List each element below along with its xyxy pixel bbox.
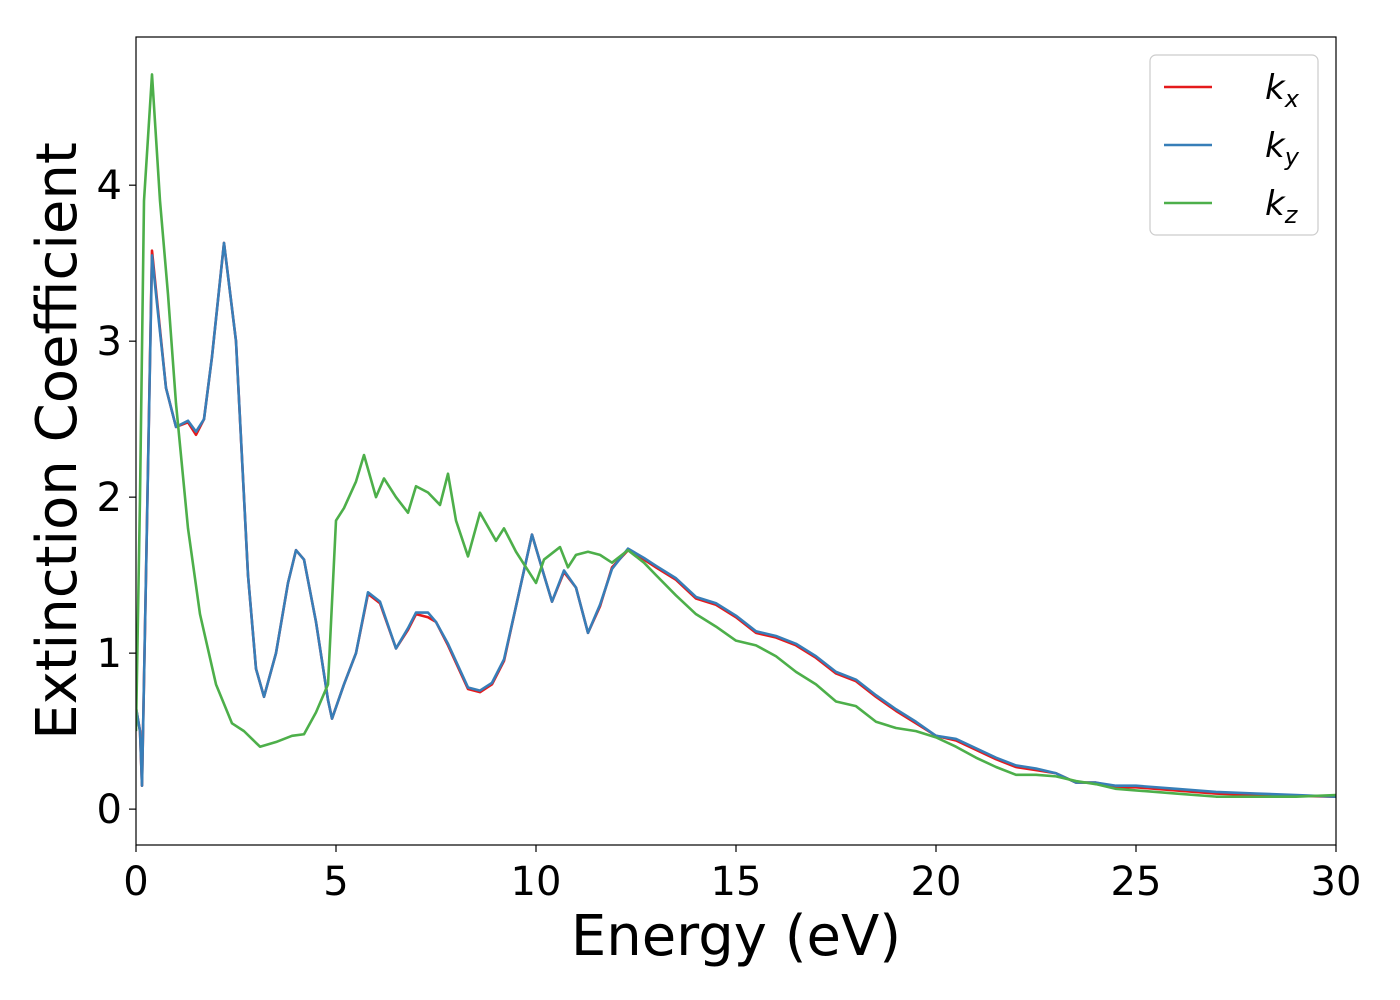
x-tick-label: 25 bbox=[1111, 859, 1162, 905]
legend-label-base: k bbox=[1265, 68, 1286, 108]
x-axis-label: Energy (eV) bbox=[571, 904, 901, 969]
data-line bbox=[136, 73, 1336, 798]
x-tick-label: 20 bbox=[911, 859, 962, 905]
legend-box bbox=[1149, 54, 1319, 236]
legend-label-base: k bbox=[1265, 126, 1286, 166]
legend-label: kx bbox=[1265, 68, 1300, 113]
y-axis-label: Extinction Coefficient bbox=[25, 142, 90, 740]
y-tick-label: 4 bbox=[97, 163, 122, 209]
legend-label-sub: x bbox=[1284, 85, 1300, 113]
x-tick-label: 10 bbox=[511, 859, 562, 905]
legend-label-base: k bbox=[1265, 184, 1286, 224]
x-tick-label: 5 bbox=[323, 859, 348, 905]
y-tick-label: 1 bbox=[97, 631, 122, 677]
x-tick-label: 30 bbox=[1311, 859, 1362, 905]
legend-label-sub: y bbox=[1284, 143, 1300, 171]
y-tick-label: 3 bbox=[97, 319, 122, 365]
y-tick-label: 2 bbox=[97, 475, 122, 521]
data-line bbox=[136, 241, 1336, 798]
legend-label: kz bbox=[1265, 184, 1299, 229]
y-tick-label: 0 bbox=[97, 787, 122, 833]
x-tick-label: 0 bbox=[123, 859, 148, 905]
legend-label: ky bbox=[1265, 126, 1300, 171]
legend-label-sub: z bbox=[1284, 201, 1299, 229]
x-tick-label: 15 bbox=[711, 859, 762, 905]
